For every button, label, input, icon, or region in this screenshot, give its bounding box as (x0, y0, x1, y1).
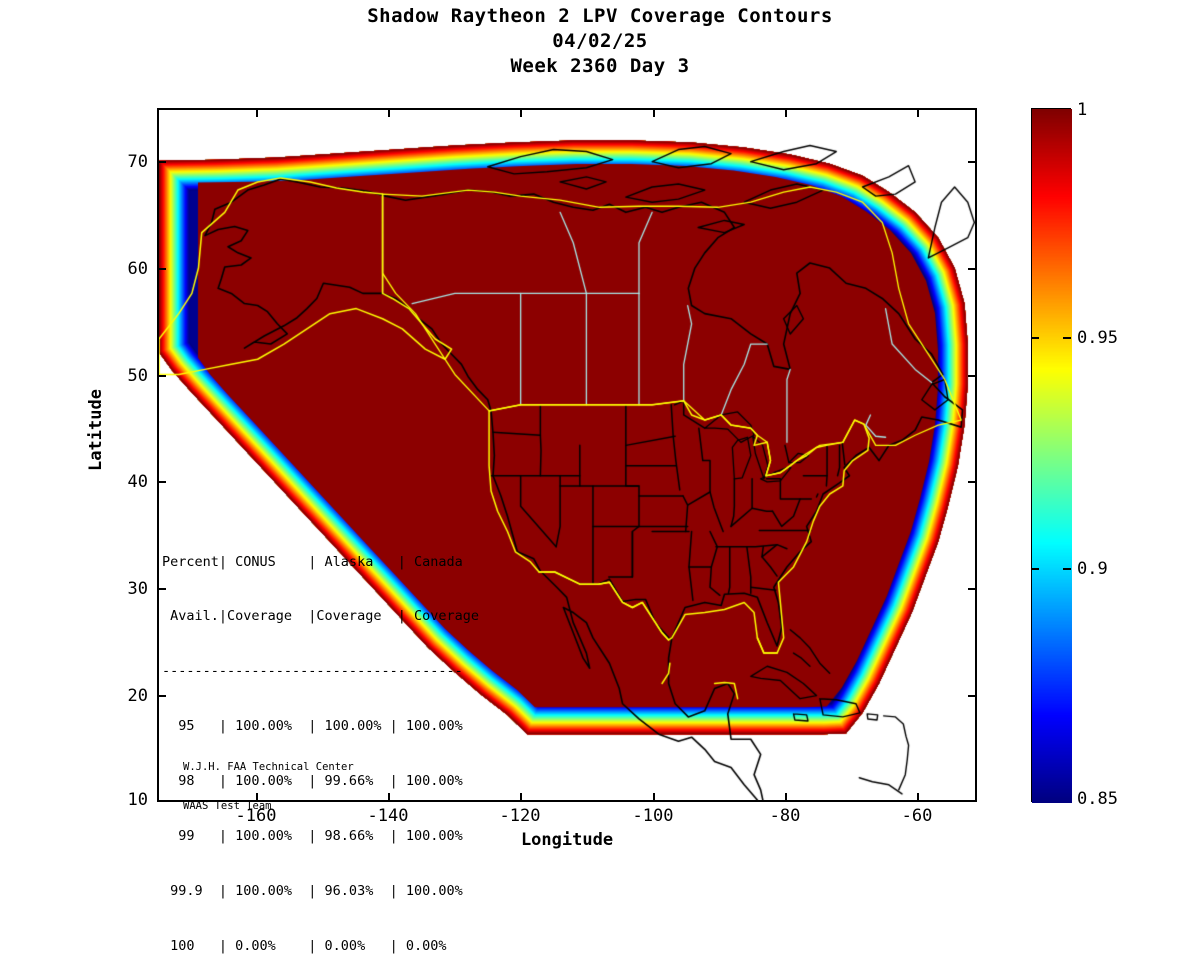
x-tick-label-80w: -80 (769, 806, 801, 826)
credit-line-2: WAAS Test Team (183, 800, 272, 812)
colorbar (1031, 108, 1072, 803)
y-tick-70 (157, 161, 166, 163)
colorbar-label-0-9: 0.9 (1077, 559, 1108, 579)
map-plot-area (157, 108, 977, 802)
y-tick-label-70: 70 (127, 152, 148, 172)
credit-line-1: W.J.H. FAA Technical Center (183, 761, 354, 773)
y-axis-label: Latitude (86, 389, 106, 471)
colorbar-tick-0-95 (1031, 337, 1039, 339)
colorbar-tick-0-95-right (1063, 337, 1071, 339)
y-tick-60-right (968, 268, 977, 270)
stats-header-rule: ------------------------------------- (162, 663, 463, 680)
y-tick-label-20: 20 (127, 686, 148, 706)
colorbar-label-0-95: 0.95 (1077, 328, 1118, 348)
stats-row-99-9: 99.9 | 100.00% | 96.03% | 100.00% (162, 882, 463, 899)
stats-row-95: 95 | 100.00% | 100.00% | 100.00% (162, 718, 463, 735)
x-tick-label-140w: -140 (367, 806, 409, 826)
stats-row-99: 99 | 100.00% | 98.66% | 100.00% (162, 828, 463, 845)
y-tick-label-60: 60 (127, 259, 148, 279)
colorbar-label-min: 0.85 (1077, 789, 1118, 809)
y-tick-30-right (968, 588, 977, 590)
y-tick-50-right (968, 375, 977, 377)
stats-row-100: 100 | 0.00% | 0.00% | 0.00% (162, 937, 447, 954)
y-tick-label-10: 10 (127, 790, 148, 810)
title-line-2: 04/02/25 (552, 30, 648, 52)
y-tick-50 (157, 375, 166, 377)
x-tick-140w-top (388, 108, 390, 117)
x-tick-100w (653, 793, 655, 802)
chart-title-block: Shadow Raytheon 2 LPV Coverage Contours … (0, 4, 1200, 79)
colorbar-label-max: 1 (1077, 100, 1088, 120)
x-tick-120w-top (520, 108, 522, 117)
x-tick-160w (256, 793, 258, 802)
y-tick-60 (157, 268, 166, 270)
colorbar-tick-0-9-right (1063, 568, 1071, 570)
x-tick-80w-top (785, 108, 787, 117)
stats-header-row-2: Avail.|Coverage |Coverage | Coverage (162, 608, 479, 625)
title-line-3: Week 2360 Day 3 (510, 55, 690, 77)
title-line-1: Shadow Raytheon 2 LPV Coverage Contours (367, 5, 833, 27)
lpv-coverage-contour-map (159, 110, 975, 800)
y-tick-30 (157, 588, 166, 590)
x-tick-80w (785, 793, 787, 802)
x-tick-160w-top (256, 108, 258, 117)
x-tick-60w (917, 793, 919, 802)
y-tick-70-right (968, 161, 977, 163)
y-tick-20-right (968, 695, 977, 697)
y-tick-label-30: 30 (127, 579, 148, 599)
y-tick-label-40: 40 (127, 472, 148, 492)
x-tick-label-60w: -60 (901, 806, 933, 826)
x-tick-label-120w: -120 (499, 806, 541, 826)
x-axis-label: Longitude (520, 830, 614, 850)
credit-block: W.J.H. FAA Technical Center WAAS Test Te… (183, 735, 354, 826)
x-tick-label-100w: -100 (632, 806, 674, 826)
y-tick-40-right (968, 481, 977, 483)
colorbar-gradient (1032, 109, 1072, 803)
colorbar-tick-0-9 (1031, 568, 1039, 570)
x-tick-100w-top (653, 108, 655, 117)
x-tick-120w (520, 793, 522, 802)
y-tick-20 (157, 695, 166, 697)
stats-row-98: 98 | 100.00% | 99.66% | 100.00% (162, 773, 463, 790)
x-tick-label-160w: -160 (235, 806, 277, 826)
y-tick-40 (157, 481, 166, 483)
stats-header-row-1: Percent| CONUS | Alaska | Canada (162, 553, 463, 570)
y-tick-label-50: 50 (127, 366, 148, 386)
x-tick-140w (388, 793, 390, 802)
x-tick-60w-top (917, 108, 919, 117)
